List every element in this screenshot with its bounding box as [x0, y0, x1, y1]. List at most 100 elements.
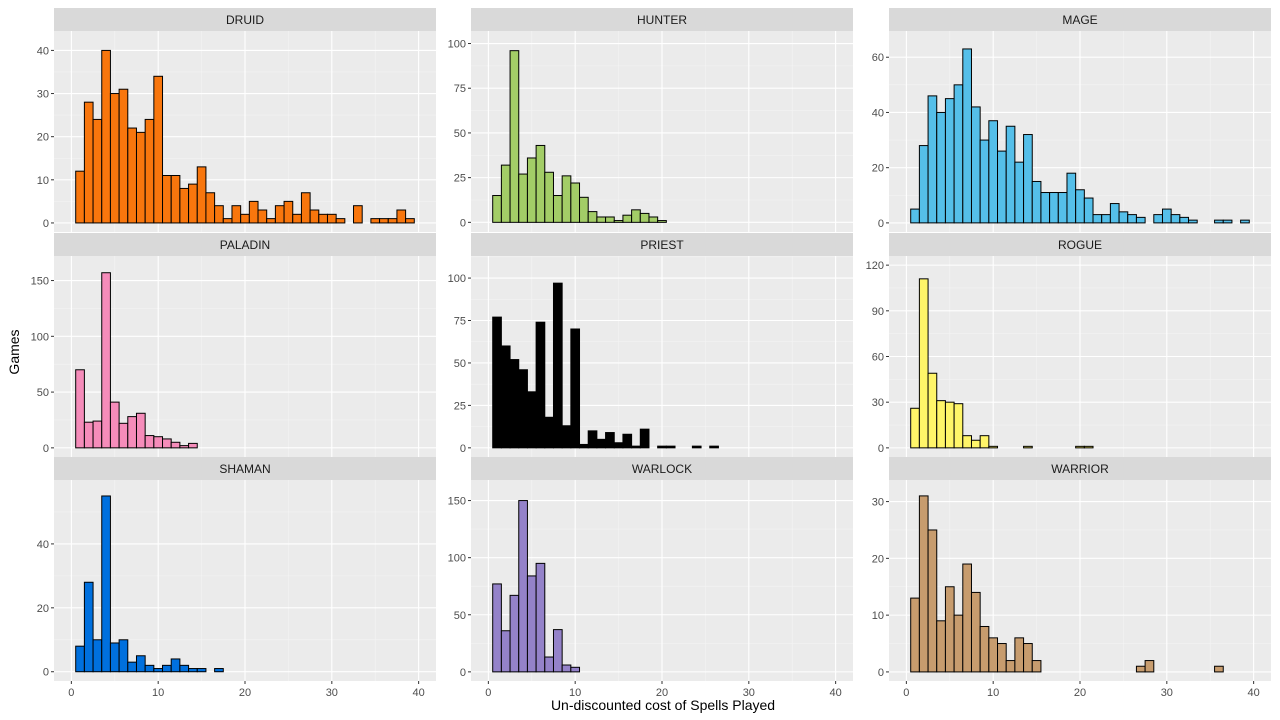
y-tick-label: 150 — [448, 496, 466, 508]
histogram-bar — [170, 441, 181, 449]
panel-title: HUNTER — [637, 13, 687, 27]
histogram-bar — [535, 144, 546, 223]
y-tick-label: 100 — [31, 331, 49, 343]
panel-mage: MAGE 0 20 40 60 — [872, 8, 1271, 232]
histogram-bar — [162, 438, 172, 449]
histogram-bar — [631, 445, 641, 449]
histogram-bar — [1092, 214, 1103, 224]
x-tick-label: 0 — [68, 687, 74, 699]
panel-rogue: ROGUE 0 30 60 90 120 — [866, 233, 1271, 457]
histogram-bar — [179, 664, 190, 673]
histogram-bar — [936, 620, 946, 673]
histogram-bar — [214, 205, 224, 224]
histogram-bar — [405, 218, 415, 224]
histogram-bar — [526, 391, 537, 449]
histogram-bar — [988, 120, 999, 224]
histogram-bar — [283, 200, 294, 224]
histogram-bar — [170, 658, 181, 673]
histogram-bar — [622, 433, 633, 449]
histogram-bar — [492, 195, 502, 223]
histogram-bar — [962, 563, 972, 673]
histogram-bar — [944, 98, 955, 224]
y-tick-label: 20 — [872, 163, 884, 175]
y-tick-label: 0 — [878, 443, 884, 455]
histogram-bar — [1127, 214, 1137, 224]
y-tick-label: 30 — [37, 89, 49, 101]
histogram-bar — [83, 581, 94, 673]
y-tick-label: 0 — [878, 667, 884, 679]
histogram-bar — [970, 591, 981, 673]
histogram-bar — [526, 157, 537, 223]
y-tick-label: 50 — [454, 358, 466, 370]
histogram-bar — [118, 88, 129, 224]
x-tick-label: 10 — [152, 687, 164, 699]
histogram-bar — [1188, 219, 1198, 224]
histogram-bar — [109, 642, 120, 673]
y-axis-title: Games — [6, 329, 22, 374]
histogram-bar — [509, 359, 520, 449]
panel-title: MAGE — [1062, 13, 1097, 27]
histogram-bar — [170, 175, 181, 224]
x-tick-label: 30 — [326, 687, 338, 699]
histogram-bar — [75, 369, 85, 449]
y-tick-label: 10 — [872, 610, 884, 622]
y-tick-label: 60 — [872, 352, 884, 364]
histogram-bar — [379, 218, 389, 224]
histogram-bar — [92, 118, 103, 224]
histogram-bar — [309, 209, 320, 224]
histogram-bar — [936, 400, 946, 449]
panel-strip — [54, 233, 436, 256]
panel-strip — [889, 8, 1271, 31]
x-tick-label: 40 — [1248, 687, 1260, 699]
histogram-bar — [153, 75, 164, 224]
histogram-bar — [188, 442, 198, 449]
y-tick-label: 25 — [454, 400, 466, 412]
histogram-bar — [92, 639, 103, 673]
histogram-bar — [274, 205, 285, 224]
y-tick-label: 0 — [43, 218, 49, 230]
histogram-bar — [396, 209, 407, 224]
y-tick-label: 50 — [37, 387, 49, 399]
histogram-bar — [709, 445, 719, 449]
histogram-bar — [944, 586, 955, 673]
histogram-bar — [1057, 192, 1068, 224]
histogram-bar — [1023, 445, 1033, 449]
histogram-bar — [500, 164, 511, 223]
histogram-bar — [335, 218, 346, 224]
panel-strip — [471, 457, 853, 480]
panel-title: PALADIN — [220, 238, 270, 252]
x-tick-label: 10 — [987, 687, 999, 699]
y-tick-label: 120 — [866, 260, 884, 272]
histogram-bar — [162, 664, 172, 673]
histogram-bar — [353, 205, 363, 224]
histogram-bar — [639, 212, 650, 223]
histogram-bar — [918, 145, 929, 224]
histogram-bar — [492, 583, 502, 673]
x-tick-label: 20 — [239, 687, 251, 699]
histogram-bar — [962, 48, 972, 224]
panel-strip — [54, 457, 436, 480]
histogram-bar — [205, 192, 216, 224]
histogram-bar — [552, 195, 563, 223]
histogram-bar — [370, 218, 381, 224]
histogram-bar — [257, 209, 268, 224]
panel-strip — [471, 8, 853, 31]
y-tick-label: 40 — [37, 45, 49, 57]
histogram-bar — [579, 196, 589, 223]
histogram-bar — [936, 111, 946, 224]
histogram-bar — [544, 416, 554, 449]
histogram-bar — [605, 432, 615, 449]
y-tick-label: 75 — [454, 316, 466, 328]
histogram-bar — [162, 175, 172, 224]
histogram-bar — [135, 131, 146, 224]
histogram-bar — [918, 278, 929, 449]
panel-title: SHAMAN — [219, 462, 270, 476]
panel-title: ROGUE — [1058, 238, 1102, 252]
y-tick-label: 0 — [878, 218, 884, 230]
histogram-bar — [970, 106, 981, 224]
histogram-bar — [518, 500, 528, 673]
histogram-bar — [1118, 211, 1129, 224]
histogram-bar — [918, 495, 929, 673]
histogram-bar — [1222, 219, 1233, 224]
x-tick-label: 40 — [413, 687, 425, 699]
